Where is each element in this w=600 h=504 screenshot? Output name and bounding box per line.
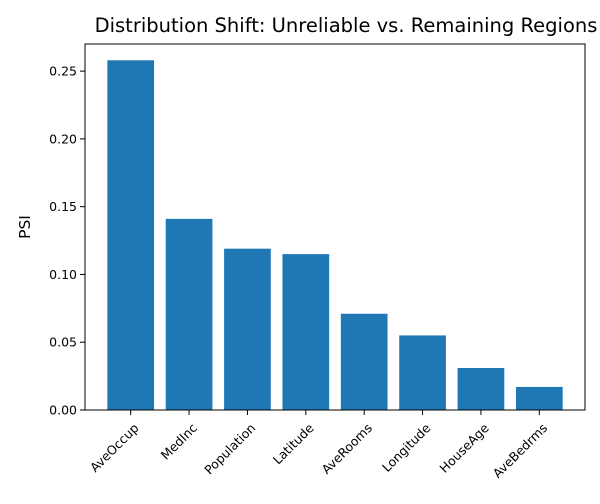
x-tick-label: Longitude: [379, 420, 434, 475]
bar-MedInc: [165, 218, 213, 410]
x-tick-label: AveBedrms: [490, 420, 551, 481]
bar-Longitude: [399, 335, 446, 410]
y-tick-label: 0.05: [49, 335, 77, 350]
x-tick-label: HouseAge: [436, 420, 492, 476]
x-tick-label: AveOccup: [87, 420, 142, 475]
y-tick-label: 0.25: [49, 64, 77, 79]
bar-AveRooms: [340, 313, 388, 410]
y-tick-label: 0.15: [49, 199, 77, 214]
y-tick-label: 0.20: [49, 131, 77, 146]
x-tick-label: MedInc: [158, 420, 200, 462]
y-axis-label: PSI: [16, 215, 34, 239]
bar-AveBedrms: [515, 386, 563, 410]
plot-area: AveOccup MedInc Population Latitude AveRooms…: [49, 43, 586, 481]
bar-Population: [224, 248, 271, 410]
x-tick-label: Population: [201, 420, 258, 477]
y-tick-label: 0.10: [49, 267, 77, 282]
bar-AveOccup: [107, 60, 155, 411]
bar-Latitude: [282, 254, 330, 410]
x-tick-label: AveRooms: [319, 420, 376, 477]
x-tick-label: Latitude: [270, 420, 317, 467]
y-tick-label: 0.00: [49, 403, 77, 418]
chart-title: Distribution Shift: Unreliable vs. Remai…: [95, 14, 598, 37]
bar-HouseAge: [457, 367, 505, 410]
